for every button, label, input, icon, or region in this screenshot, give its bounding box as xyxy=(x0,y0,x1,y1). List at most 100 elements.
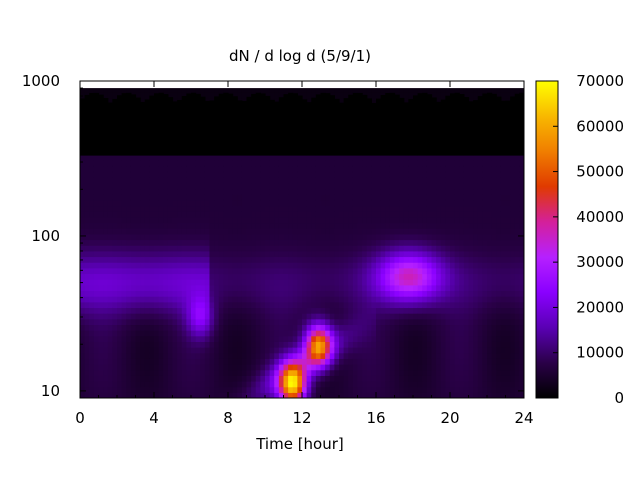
heatmap-cell xyxy=(232,358,238,365)
heatmap-cell xyxy=(112,347,118,354)
heatmap-cell xyxy=(403,392,409,398)
heatmap-cell xyxy=(380,386,386,393)
heatmap-cell xyxy=(329,233,335,241)
heatmap-cell xyxy=(181,381,187,388)
heatmap-cell xyxy=(177,313,183,320)
heatmap-cell xyxy=(292,347,298,354)
heatmap-cell xyxy=(417,330,423,337)
heatmap-cell xyxy=(218,177,224,184)
heatmap-cell xyxy=(366,301,372,309)
heatmap-cell xyxy=(426,290,433,297)
heatmap-cell xyxy=(385,313,391,320)
heatmap-cell xyxy=(103,199,109,207)
heatmap-cell xyxy=(269,233,275,241)
heatmap-cell xyxy=(463,273,470,280)
heatmap-cell xyxy=(130,290,137,297)
heatmap-cell xyxy=(251,335,257,342)
heatmap-cell xyxy=(431,250,437,258)
heatmap-cell xyxy=(172,318,178,326)
heatmap-cell xyxy=(385,171,391,178)
heatmap-cell xyxy=(366,92,372,99)
heatmap-cell xyxy=(278,165,285,173)
heatmap-cell xyxy=(394,171,400,178)
heatmap-cell xyxy=(140,86,146,93)
heatmap-cell xyxy=(167,347,174,354)
heatmap-cell xyxy=(440,250,446,258)
heatmap-cell xyxy=(394,279,400,286)
heatmap-cell xyxy=(436,154,442,161)
heatmap-cell xyxy=(84,228,90,235)
heatmap-cell xyxy=(84,381,90,388)
heatmap-cell xyxy=(241,318,248,326)
heatmap-cell xyxy=(366,364,372,371)
heatmap-cell xyxy=(302,301,308,309)
heatmap-cell xyxy=(260,358,266,365)
heatmap-cell xyxy=(320,341,326,348)
heatmap-cell xyxy=(191,381,197,388)
heatmap-cell xyxy=(89,313,95,320)
heatmap-cell xyxy=(218,154,224,161)
heatmap-cell xyxy=(389,358,396,365)
heatmap-cell xyxy=(260,256,266,263)
heatmap-cell xyxy=(459,182,465,190)
heatmap-cell xyxy=(357,369,363,376)
heatmap-cell xyxy=(440,375,446,382)
heatmap-cell xyxy=(454,216,460,224)
heatmap-cell xyxy=(260,364,266,371)
heatmap-cell xyxy=(334,318,340,326)
heatmap-cell xyxy=(288,211,294,218)
heatmap-cell xyxy=(450,262,456,269)
heatmap-cell xyxy=(251,177,257,184)
heatmap-cell xyxy=(315,369,322,376)
heatmap-cell xyxy=(463,290,470,297)
heatmap-cell xyxy=(399,250,405,258)
heatmap-cell xyxy=(413,290,419,297)
heatmap-cell xyxy=(292,381,298,388)
heatmap-cell xyxy=(177,279,183,286)
heatmap-cell xyxy=(149,341,155,348)
heatmap-cell xyxy=(440,165,446,173)
heatmap-cell xyxy=(399,233,405,241)
heatmap-cell xyxy=(302,307,308,314)
heatmap-cell xyxy=(334,245,340,252)
heatmap-cell xyxy=(246,165,252,173)
heatmap-cell xyxy=(172,256,178,263)
heatmap-cell xyxy=(459,216,465,224)
heatmap-cell xyxy=(163,381,169,388)
heatmap-cell xyxy=(454,324,460,331)
heatmap-cell xyxy=(445,228,451,235)
heatmap-cell xyxy=(292,177,298,184)
heatmap-cell xyxy=(140,301,146,309)
heatmap-cell xyxy=(186,335,192,342)
heatmap-cell xyxy=(80,392,86,398)
heatmap-cell xyxy=(144,273,150,280)
heatmap-cell xyxy=(413,392,419,398)
heatmap-cell xyxy=(329,347,335,354)
heatmap-cell xyxy=(357,358,363,365)
heatmap-cell xyxy=(473,177,479,184)
heatmap-cell xyxy=(371,199,377,207)
heatmap-cell xyxy=(163,188,169,195)
heatmap-cell xyxy=(445,284,451,292)
heatmap-cell xyxy=(450,216,456,224)
heatmap-cell xyxy=(436,239,442,246)
heatmap-cell xyxy=(278,330,285,337)
heatmap-cell xyxy=(431,205,437,212)
heatmap-cell xyxy=(468,171,474,178)
heatmap-cell xyxy=(454,273,460,280)
heatmap-cell xyxy=(436,386,442,393)
heatmap-cell xyxy=(450,211,456,218)
heatmap-cell xyxy=(320,386,326,393)
heatmap-cell xyxy=(274,335,280,342)
heatmap-cell xyxy=(357,239,363,246)
heatmap-cell xyxy=(103,324,109,331)
heatmap-cell xyxy=(163,182,169,190)
heatmap-cell xyxy=(385,296,391,303)
heatmap-cell xyxy=(473,182,479,190)
heatmap-cell xyxy=(376,199,382,207)
heatmap-cell xyxy=(362,222,368,229)
heatmap-cell xyxy=(130,182,137,190)
heatmap-cell xyxy=(251,284,257,292)
heatmap-cell xyxy=(117,86,123,93)
heatmap-cell xyxy=(463,313,470,320)
